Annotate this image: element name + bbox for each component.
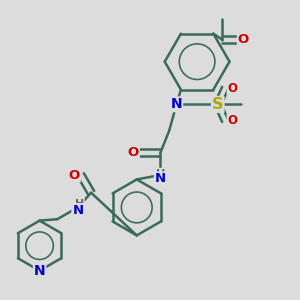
Text: S: S [212, 97, 224, 112]
Text: O: O [238, 33, 249, 46]
Text: H: H [156, 169, 165, 178]
Text: N: N [72, 204, 83, 217]
Text: N: N [34, 264, 45, 278]
Text: O: O [227, 82, 237, 95]
Text: O: O [128, 146, 139, 159]
Text: O: O [227, 114, 237, 127]
Text: N: N [171, 98, 182, 111]
Text: O: O [69, 169, 80, 182]
Text: H: H [75, 199, 84, 209]
Text: N: N [155, 172, 166, 185]
